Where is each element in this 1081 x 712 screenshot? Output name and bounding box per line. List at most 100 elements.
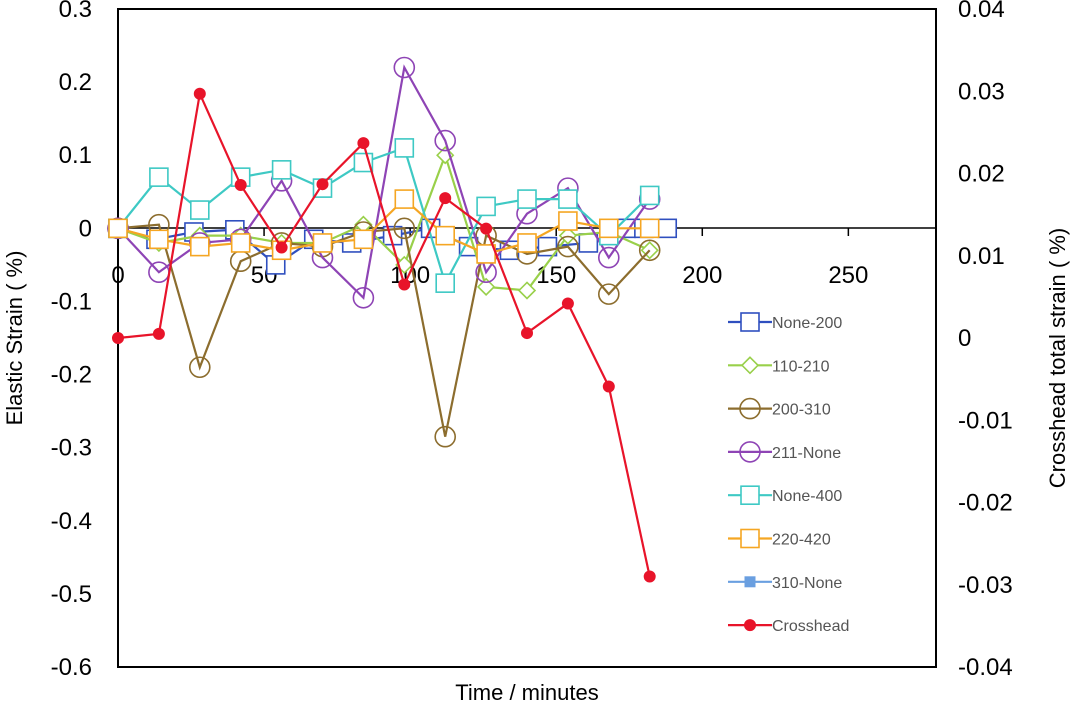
legend-label: Crosshead xyxy=(772,618,849,635)
data-point xyxy=(393,56,416,79)
y2-tick-label: -0.01 xyxy=(958,407,1013,434)
series-layer xyxy=(107,56,678,583)
data-point xyxy=(193,87,206,100)
legend-item-110-210: 110-210 xyxy=(728,356,830,375)
y-tick-labels: 0.3 0.2 0.1 0 -0.1 -0.2 -0.3 -0.4 -0.5 -0.6 xyxy=(51,0,92,681)
data-point xyxy=(480,222,493,235)
data-point xyxy=(517,233,537,253)
data-point xyxy=(435,273,456,293)
legend-item-200-310: 200-310 xyxy=(728,397,831,420)
y-tick-label: 0.1 xyxy=(59,142,92,169)
legend-label: 110-210 xyxy=(772,358,830,375)
legend-item-310-none: 310-None xyxy=(728,575,842,592)
y2-tick-label: 0 xyxy=(958,325,971,352)
x-tick-label: 250 xyxy=(828,262,868,289)
legend-label: 310-None xyxy=(772,575,842,592)
data-point xyxy=(602,380,615,393)
legend-swatch-marker xyxy=(744,619,756,632)
series-220-420 xyxy=(108,189,660,264)
legend-item-211-none: 211-None xyxy=(728,441,841,463)
data-point xyxy=(639,185,660,206)
data-point xyxy=(352,286,375,309)
data-point xyxy=(439,192,452,205)
data-point xyxy=(189,356,211,379)
y-tick-label: 0 xyxy=(79,215,92,242)
data-point xyxy=(190,200,210,220)
data-point xyxy=(434,425,457,448)
data-point xyxy=(398,278,411,291)
data-point xyxy=(597,246,620,269)
y2-tick-label: -0.04 xyxy=(958,654,1013,681)
x-axis-title: Time / minutes xyxy=(455,680,598,705)
x-tick-label: 0 xyxy=(111,262,124,289)
data-point xyxy=(561,297,574,310)
data-point xyxy=(149,167,169,187)
data-point xyxy=(558,226,578,245)
y-tick-label: -0.4 xyxy=(51,508,92,535)
data-point xyxy=(643,570,656,583)
series-line xyxy=(117,89,651,577)
legend-swatch-marker xyxy=(740,528,760,549)
legend-item-crosshead: Crosshead xyxy=(728,618,849,635)
y-tick-label: -0.5 xyxy=(51,581,92,608)
data-point xyxy=(521,327,533,340)
data-point xyxy=(353,229,374,250)
legend-label: 220-420 xyxy=(772,532,831,549)
data-point xyxy=(578,233,599,253)
data-point xyxy=(152,327,165,340)
data-point xyxy=(394,138,415,158)
legend-item-none-400: None-400 xyxy=(728,485,842,506)
x-tick-label: 200 xyxy=(682,262,722,289)
series-line xyxy=(117,223,651,437)
legend-swatch-marker xyxy=(740,485,760,506)
y2-tick-label: 0.02 xyxy=(958,161,1005,188)
legend-item-none-200: None-200 xyxy=(728,312,842,332)
series-crosshead xyxy=(112,87,656,583)
data-point xyxy=(558,211,578,231)
y2-tick-label: 0.04 xyxy=(958,0,1005,23)
data-point xyxy=(657,218,678,239)
data-point xyxy=(476,277,496,296)
legend: None-200 110-210 200-310 211-None None-400 22… xyxy=(728,312,849,635)
data-point xyxy=(275,241,288,254)
data-point xyxy=(271,160,292,180)
y-tick-label: -0.2 xyxy=(51,362,92,389)
data-point xyxy=(112,332,124,344)
x-tick-labels: 0 50 100 150 200 250 xyxy=(111,262,868,289)
data-point xyxy=(107,217,129,240)
data-point xyxy=(517,281,537,300)
data-point xyxy=(357,137,370,150)
legend-label: 200-310 xyxy=(772,402,831,419)
legend-swatch-marker xyxy=(744,576,756,588)
data-point xyxy=(434,129,457,152)
y2-tick-label: -0.02 xyxy=(958,490,1013,517)
y2-tick-label: 0.03 xyxy=(958,78,1005,105)
y-tick-label: 0.3 xyxy=(59,0,92,23)
y2-tick-labels: 0.04 0.03 0.02 0.01 0 -0.01 -0.02 -0.03 -0.04 xyxy=(958,0,1013,681)
legend-swatch-marker xyxy=(740,312,760,332)
y-tick-label: -0.6 xyxy=(51,654,92,681)
data-point xyxy=(108,218,128,239)
data-point xyxy=(517,189,537,209)
data-point xyxy=(598,218,619,239)
data-point xyxy=(312,233,333,253)
legend-label: 211-None xyxy=(772,445,841,462)
data-point xyxy=(316,178,329,191)
data-point xyxy=(557,235,579,258)
y2-tick-label: -0.03 xyxy=(958,572,1013,599)
legend-label: None-400 xyxy=(772,488,842,505)
y2-axis-title: Crosshead total strain ( %) xyxy=(1045,228,1070,488)
x-tick-label: 150 xyxy=(536,262,576,289)
data-point xyxy=(149,229,169,250)
y2-tick-label: 0.01 xyxy=(958,243,1005,270)
data-point xyxy=(394,189,415,209)
data-point xyxy=(234,179,247,192)
series-211-none xyxy=(107,56,661,309)
y-tick-label: 0.2 xyxy=(59,69,92,96)
data-point xyxy=(558,189,578,209)
data-point xyxy=(639,218,660,239)
series-200-310 xyxy=(107,213,661,448)
y-tick-label: -0.3 xyxy=(51,435,92,462)
